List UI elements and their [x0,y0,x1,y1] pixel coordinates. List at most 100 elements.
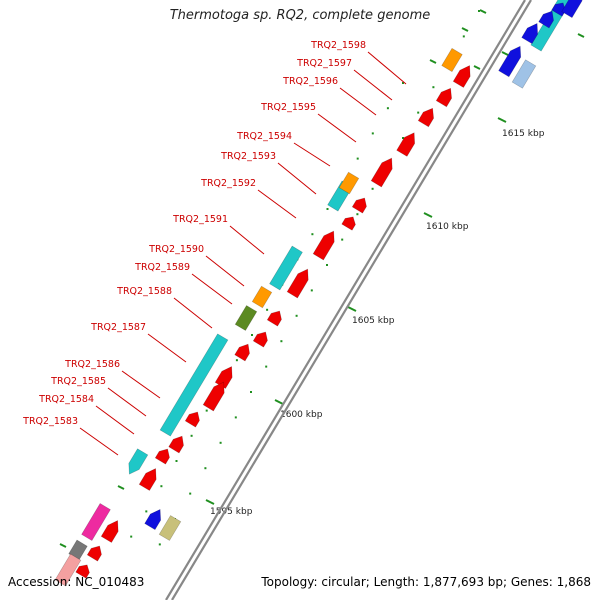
gene-arrow-red-shape [234,343,250,362]
minor-tick [280,340,283,343]
gene-label: TRQ2_1584 [38,394,94,405]
minor-tick-inner [356,157,359,160]
gene-cyan-1583 [128,448,149,475]
gene-label: TRQ2_1591 [172,214,228,225]
genes-layer [54,0,583,587]
gene-arrow-red [138,468,157,491]
gene-leader-line [95,405,135,435]
minor-tick-inner [326,208,329,210]
gene-arrow-red-shape [452,65,471,88]
minor-tick-inner [371,132,374,135]
gene-arrow-red [234,343,250,362]
ticks-layer: 1595 kbp 1600 kbp 1605 kbp 1610 kbp 1615 kbp [59,9,585,564]
gene-arrow-red [396,132,415,157]
gene-orange-1594-shape [338,171,360,195]
gene-khaki-bottom [158,515,182,541]
outer-tick [473,65,481,70]
gene-blue-top [521,22,538,45]
gene-arrow-red-shape [435,87,452,108]
gene-orange-1589-shape [251,285,273,309]
gene-arrow-red [202,381,225,412]
outer-tick [59,543,67,548]
minor-tick-inner [205,409,208,412]
gene-arrow-red [154,448,170,465]
gene-blue-top [538,10,554,29]
gene-leader-line [339,87,377,116]
gene-leader-line [317,113,357,143]
scale-label: 1610 kbp [426,222,469,232]
gene-arrow-red-shape [138,468,157,491]
gene-leader-line [277,162,317,195]
gene-arrow-red [75,564,90,579]
scale-label: 1615 kbp [502,129,545,139]
leaders-layer [79,51,407,456]
gene-label: TRQ2_1589 [134,262,190,273]
minor-tick-inner [235,359,238,362]
minor-tick [250,391,252,393]
gene-arrow-red [86,545,102,562]
minor-tick-inner [145,510,148,513]
gene-arrow-red-shape [266,310,282,327]
gene-cyan-1590 [269,245,303,291]
gene-arrow-red-shape [286,268,309,299]
gene-arrow-red-shape [100,520,119,543]
gene-arrow-red [435,87,452,108]
major-tick [274,399,284,405]
gene-arrow-red [370,157,393,188]
minor-tick-inner [251,334,253,336]
gene-arrow-red-shape [202,381,225,412]
gene-arrow-red-shape [417,107,434,128]
gene-leader-line [229,225,265,255]
outer-tick [429,59,437,64]
minor-tick [234,416,237,419]
gene-magenta-bottom [81,503,111,541]
gene-arrow-red-shape [75,564,90,579]
minor-tick [310,289,313,292]
minor-tick [326,264,328,266]
gene-arrow-red [100,520,119,543]
map-title: Thermotoga sp. RQ2, complete genome [169,8,431,23]
gene-magenta-bottom-shape [81,503,111,541]
minor-tick-inner [160,485,163,488]
minor-tick [189,492,192,495]
gene-label: TRQ2_1595 [260,102,316,113]
gene-pink-bottom-shape [54,553,82,587]
gene-arrow-red-shape [86,545,102,562]
gene-arrow-red [351,197,367,214]
minor-tick-inner [311,233,314,236]
gene-arrow-red-shape [351,197,367,214]
minor-tick [356,213,359,216]
minor-tick-inner [175,460,178,462]
gene-arrow-red [184,411,200,428]
outer-tick [479,9,487,14]
gene-label: TRQ2_1592 [200,178,256,189]
minor-tick [371,187,374,190]
gene-arrow-red-shape [341,216,356,231]
gene-leader-line [79,427,119,456]
gene-label: TRQ2_1586 [64,359,120,370]
gene-cyan-1587-shape [159,333,229,437]
gene-arrow-red [214,366,233,389]
gene-arrow-red [266,310,282,327]
gene-arrow-red [312,230,335,261]
gene-blue-top-edge-shape [561,0,583,19]
gene-arrow-red-shape [214,366,233,389]
genome-summary: Topology: circular; Length: 1,877,693 bp… [261,575,591,589]
scale-label: 1600 kbp [280,410,323,420]
gene-label: TRQ2_1590 [148,244,204,255]
gene-blue-top-shape [538,10,554,29]
minor-tick [478,10,480,12]
minor-tick-inner [386,107,389,110]
outer-tick [501,51,509,56]
minor-tick-inner [190,434,193,437]
minor-tick [265,365,268,368]
gene-cyan-1587 [159,333,229,437]
gene-leader-line [147,333,187,363]
major-tick [423,212,433,218]
gene-lightblue-top [511,59,537,89]
gene-arrow-red [252,331,268,348]
major-tick [497,117,507,123]
gene-leader-line [191,273,233,305]
gene-leader-line [293,142,331,167]
gene-label: TRQ2_1585 [50,376,106,387]
